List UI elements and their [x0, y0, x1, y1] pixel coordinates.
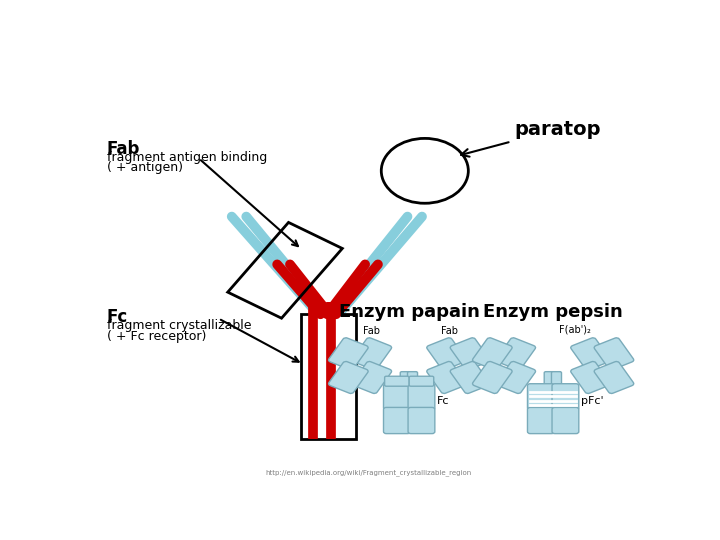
FancyBboxPatch shape [384, 384, 410, 410]
Text: Fab: Fab [441, 326, 458, 336]
FancyBboxPatch shape [427, 361, 467, 394]
FancyBboxPatch shape [496, 361, 536, 394]
Text: fragment antigen binding: fragment antigen binding [107, 151, 267, 164]
FancyBboxPatch shape [352, 338, 392, 370]
FancyBboxPatch shape [472, 338, 512, 370]
FancyBboxPatch shape [384, 407, 410, 434]
Bar [301, 314, 356, 439]
Text: ( + Fc receptor): ( + Fc receptor) [107, 329, 206, 343]
FancyBboxPatch shape [594, 338, 634, 370]
FancyBboxPatch shape [408, 384, 435, 410]
FancyBboxPatch shape [384, 376, 409, 386]
FancyBboxPatch shape [450, 338, 490, 370]
FancyBboxPatch shape [400, 372, 410, 386]
FancyBboxPatch shape [328, 361, 368, 394]
Text: Fab: Fab [107, 140, 140, 158]
Text: ( + antigen): ( + antigen) [107, 161, 183, 174]
FancyBboxPatch shape [328, 338, 368, 370]
FancyBboxPatch shape [408, 372, 418, 386]
FancyBboxPatch shape [594, 361, 634, 394]
Text: Fc: Fc [437, 396, 449, 406]
FancyBboxPatch shape [544, 372, 554, 386]
FancyBboxPatch shape [409, 376, 433, 386]
FancyBboxPatch shape [552, 407, 579, 434]
FancyBboxPatch shape [552, 384, 579, 410]
Text: paratop: paratop [461, 120, 600, 157]
FancyBboxPatch shape [450, 361, 490, 394]
FancyBboxPatch shape [472, 361, 512, 394]
Text: Enzym pepsin: Enzym pepsin [483, 302, 623, 321]
FancyBboxPatch shape [427, 338, 467, 370]
Text: F(ab')₂: F(ab')₂ [559, 324, 590, 334]
Text: Enzym papain: Enzym papain [338, 302, 480, 321]
FancyBboxPatch shape [408, 407, 435, 434]
Text: Fc: Fc [107, 308, 128, 326]
FancyBboxPatch shape [528, 407, 554, 434]
Bar [228, 222, 342, 318]
FancyBboxPatch shape [571, 338, 611, 370]
FancyBboxPatch shape [352, 361, 392, 394]
Text: pFc': pFc' [581, 396, 603, 406]
FancyBboxPatch shape [552, 372, 562, 386]
Text: Fab: Fab [363, 326, 379, 336]
FancyBboxPatch shape [571, 361, 611, 394]
FancyBboxPatch shape [528, 384, 554, 410]
Text: fragment crystallizable: fragment crystallizable [107, 319, 251, 332]
Text: http://en.wikipedia.org/wiki/Fragment_crystallizable_region: http://en.wikipedia.org/wiki/Fragment_cr… [266, 469, 472, 476]
FancyBboxPatch shape [496, 338, 536, 370]
